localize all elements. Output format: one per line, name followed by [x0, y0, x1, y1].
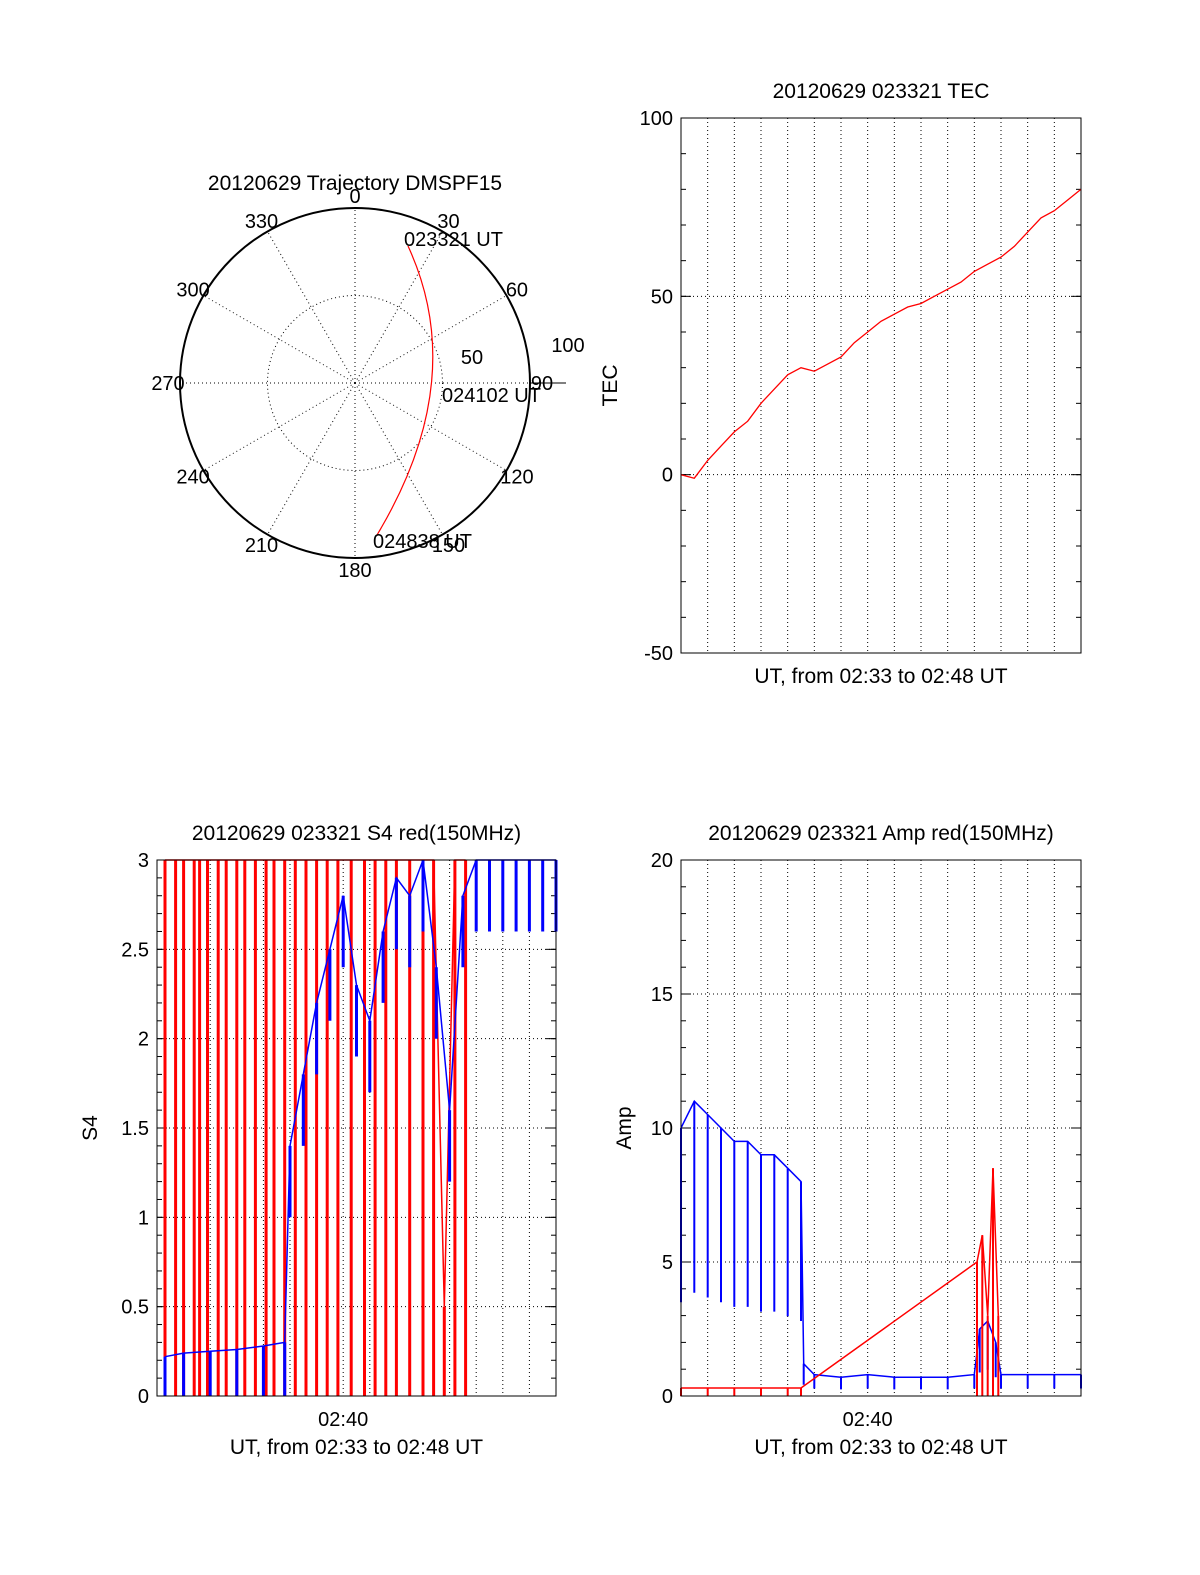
series-1-bars — [163, 860, 558, 1396]
polar-spoke — [267, 382, 356, 535]
y-tick-label: 1 — [138, 1207, 149, 1229]
angle-label: 90 — [531, 373, 553, 395]
angle-label: 0 — [349, 186, 360, 208]
y-tick-label: 1.5 — [121, 1118, 149, 1140]
mid-time-label: 024102 UT — [442, 385, 541, 407]
y-axis-label: S4 — [79, 1115, 102, 1141]
chart-title: 20120629 023321 S4 red(150MHz) — [192, 822, 521, 845]
plot-frame — [680, 117, 1082, 654]
y-tick-label: 0 — [662, 1386, 673, 1408]
angle-label: 60 — [506, 280, 528, 302]
tec-panel: 20120629 023321 TEC -50 0 50 100 UT, from 02:… — [599, 80, 1082, 688]
series-1-bars — [680, 1168, 1000, 1396]
angle-label: 180 — [338, 560, 371, 582]
y-axis-label: Amp — [613, 1106, 636, 1149]
angle-label: 240 — [176, 467, 209, 489]
amp-panel: 20120629 023321 Amp red(150MHz) 0 5 10 15 20 0… — [613, 822, 1082, 1459]
polar-spoke — [354, 382, 443, 535]
y-tick-label: 20 — [651, 850, 673, 872]
chart-title: 20120629 023321 TEC — [773, 80, 990, 103]
y-tick-label: 2.5 — [121, 939, 149, 961]
radius-label: 100 — [551, 335, 584, 357]
angle-label: 150 — [432, 535, 465, 557]
polar-spoke — [354, 231, 443, 384]
x-tick-label: 02:40 — [843, 1409, 893, 1431]
y-tick-label: 0 — [138, 1386, 149, 1408]
y-tick-label: 3 — [138, 850, 149, 872]
polar-spoke — [354, 295, 507, 384]
y-tick-label: -50 — [644, 643, 673, 665]
series-0-line — [680, 1099, 1081, 1378]
x-axis-label: UT, from 02:33 to 02:48 UT — [754, 1436, 1007, 1459]
plot-frame — [156, 859, 557, 1397]
x-axis-label: UT, from 02:33 to 02:48 UT — [754, 665, 1007, 688]
y-tick-label: 2 — [138, 1029, 149, 1051]
angle-label: 120 — [500, 467, 533, 489]
polar-ring-50 — [267, 295, 443, 471]
x-axis-label: UT, from 02:33 to 02:48 UT — [230, 1436, 483, 1459]
end-time-label: 024838 UT — [373, 531, 472, 553]
radius-label: 50 — [461, 347, 483, 369]
chart-title: 20120629 Trajectory DMSPF15 — [208, 172, 502, 195]
y-tick-label: 5 — [662, 1252, 673, 1274]
angle-label: 30 — [437, 211, 459, 233]
polar-spoke — [267, 231, 356, 384]
angle-label: 210 — [245, 535, 278, 557]
y-tick-label: 100 — [640, 108, 673, 130]
angle-label: 300 — [176, 280, 209, 302]
y-tick-label: 0 — [662, 465, 673, 487]
trajectory-line — [376, 245, 434, 536]
y-axis-label: TEC — [599, 365, 622, 407]
angle-label: 330 — [245, 211, 278, 233]
series-0-bars — [680, 1101, 1082, 1390]
y-tick-label: 10 — [651, 1118, 673, 1140]
s4-panel: 20120629 023321 S4 red(150MHz) 0 0.5 1 1.5 2 2… — [79, 822, 558, 1459]
y-tick-label: 15 — [651, 984, 673, 1006]
series-1-line — [681, 1168, 1000, 1389]
y-tick-label: 0.5 — [121, 1297, 149, 1319]
plot-frame — [680, 859, 1082, 1397]
angle-label: 270 — [151, 373, 184, 395]
start-time-label: 023321 UT — [404, 229, 503, 251]
series-1-line — [164, 859, 556, 1358]
y-tick-label: 50 — [651, 286, 673, 308]
series-0-line — [680, 188, 1082, 479]
x-tick-label: 02:40 — [318, 1409, 368, 1431]
chart-title: 20120629 023321 Amp red(150MHz) — [708, 822, 1054, 845]
series-0-bars — [163, 860, 468, 1396]
